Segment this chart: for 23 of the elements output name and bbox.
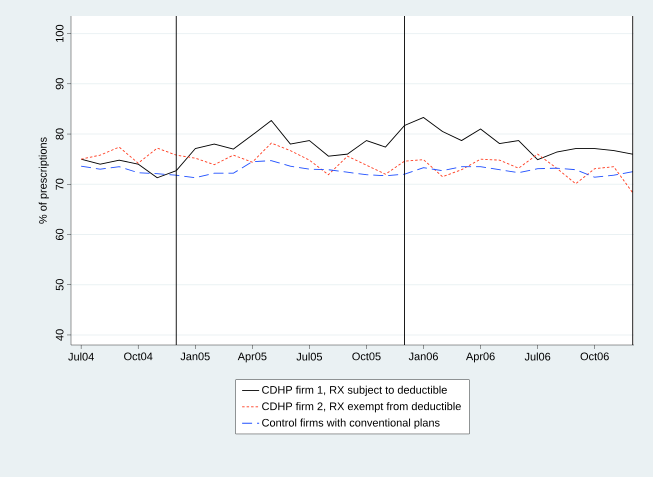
y-tick-label: 100 — [56, 24, 64, 42]
y-tick-label: 50 — [56, 279, 64, 290]
y-tick-label: 60 — [56, 228, 64, 240]
x-tick-label: Apr06 — [466, 352, 495, 362]
y-tick-label: 90 — [56, 78, 64, 90]
x-tick-label: Jul06 — [524, 352, 550, 361]
y-axis-title: % of prescriptions — [38, 137, 49, 224]
x-tick-label: Oct04 — [124, 352, 152, 360]
x-tick-label: Oct06 — [580, 352, 609, 360]
x-tick-label: Oct05 — [352, 352, 381, 360]
x-tick-label: Jan06 — [408, 352, 438, 360]
y-tick-label: 80 — [56, 128, 64, 140]
x-tick-label: Jul05 — [296, 352, 322, 361]
line-series — [80, 142, 634, 194]
legend-label: Control firms with conventional plans — [262, 418, 440, 429]
x-tick-label: Jul04 — [68, 352, 94, 361]
x-tick-label: Apr05 — [238, 352, 266, 362]
legend-label: CDHP firm 1, RX subject to deductible — [262, 386, 447, 396]
legend-label: CDHP firm 2, RX exempt from deductible — [262, 402, 461, 412]
y-tick-label: 70 — [56, 178, 64, 190]
line-series — [80, 160, 634, 178]
x-tick-label: Jan05 — [180, 352, 210, 360]
y-tick-label: 40 — [56, 329, 64, 341]
